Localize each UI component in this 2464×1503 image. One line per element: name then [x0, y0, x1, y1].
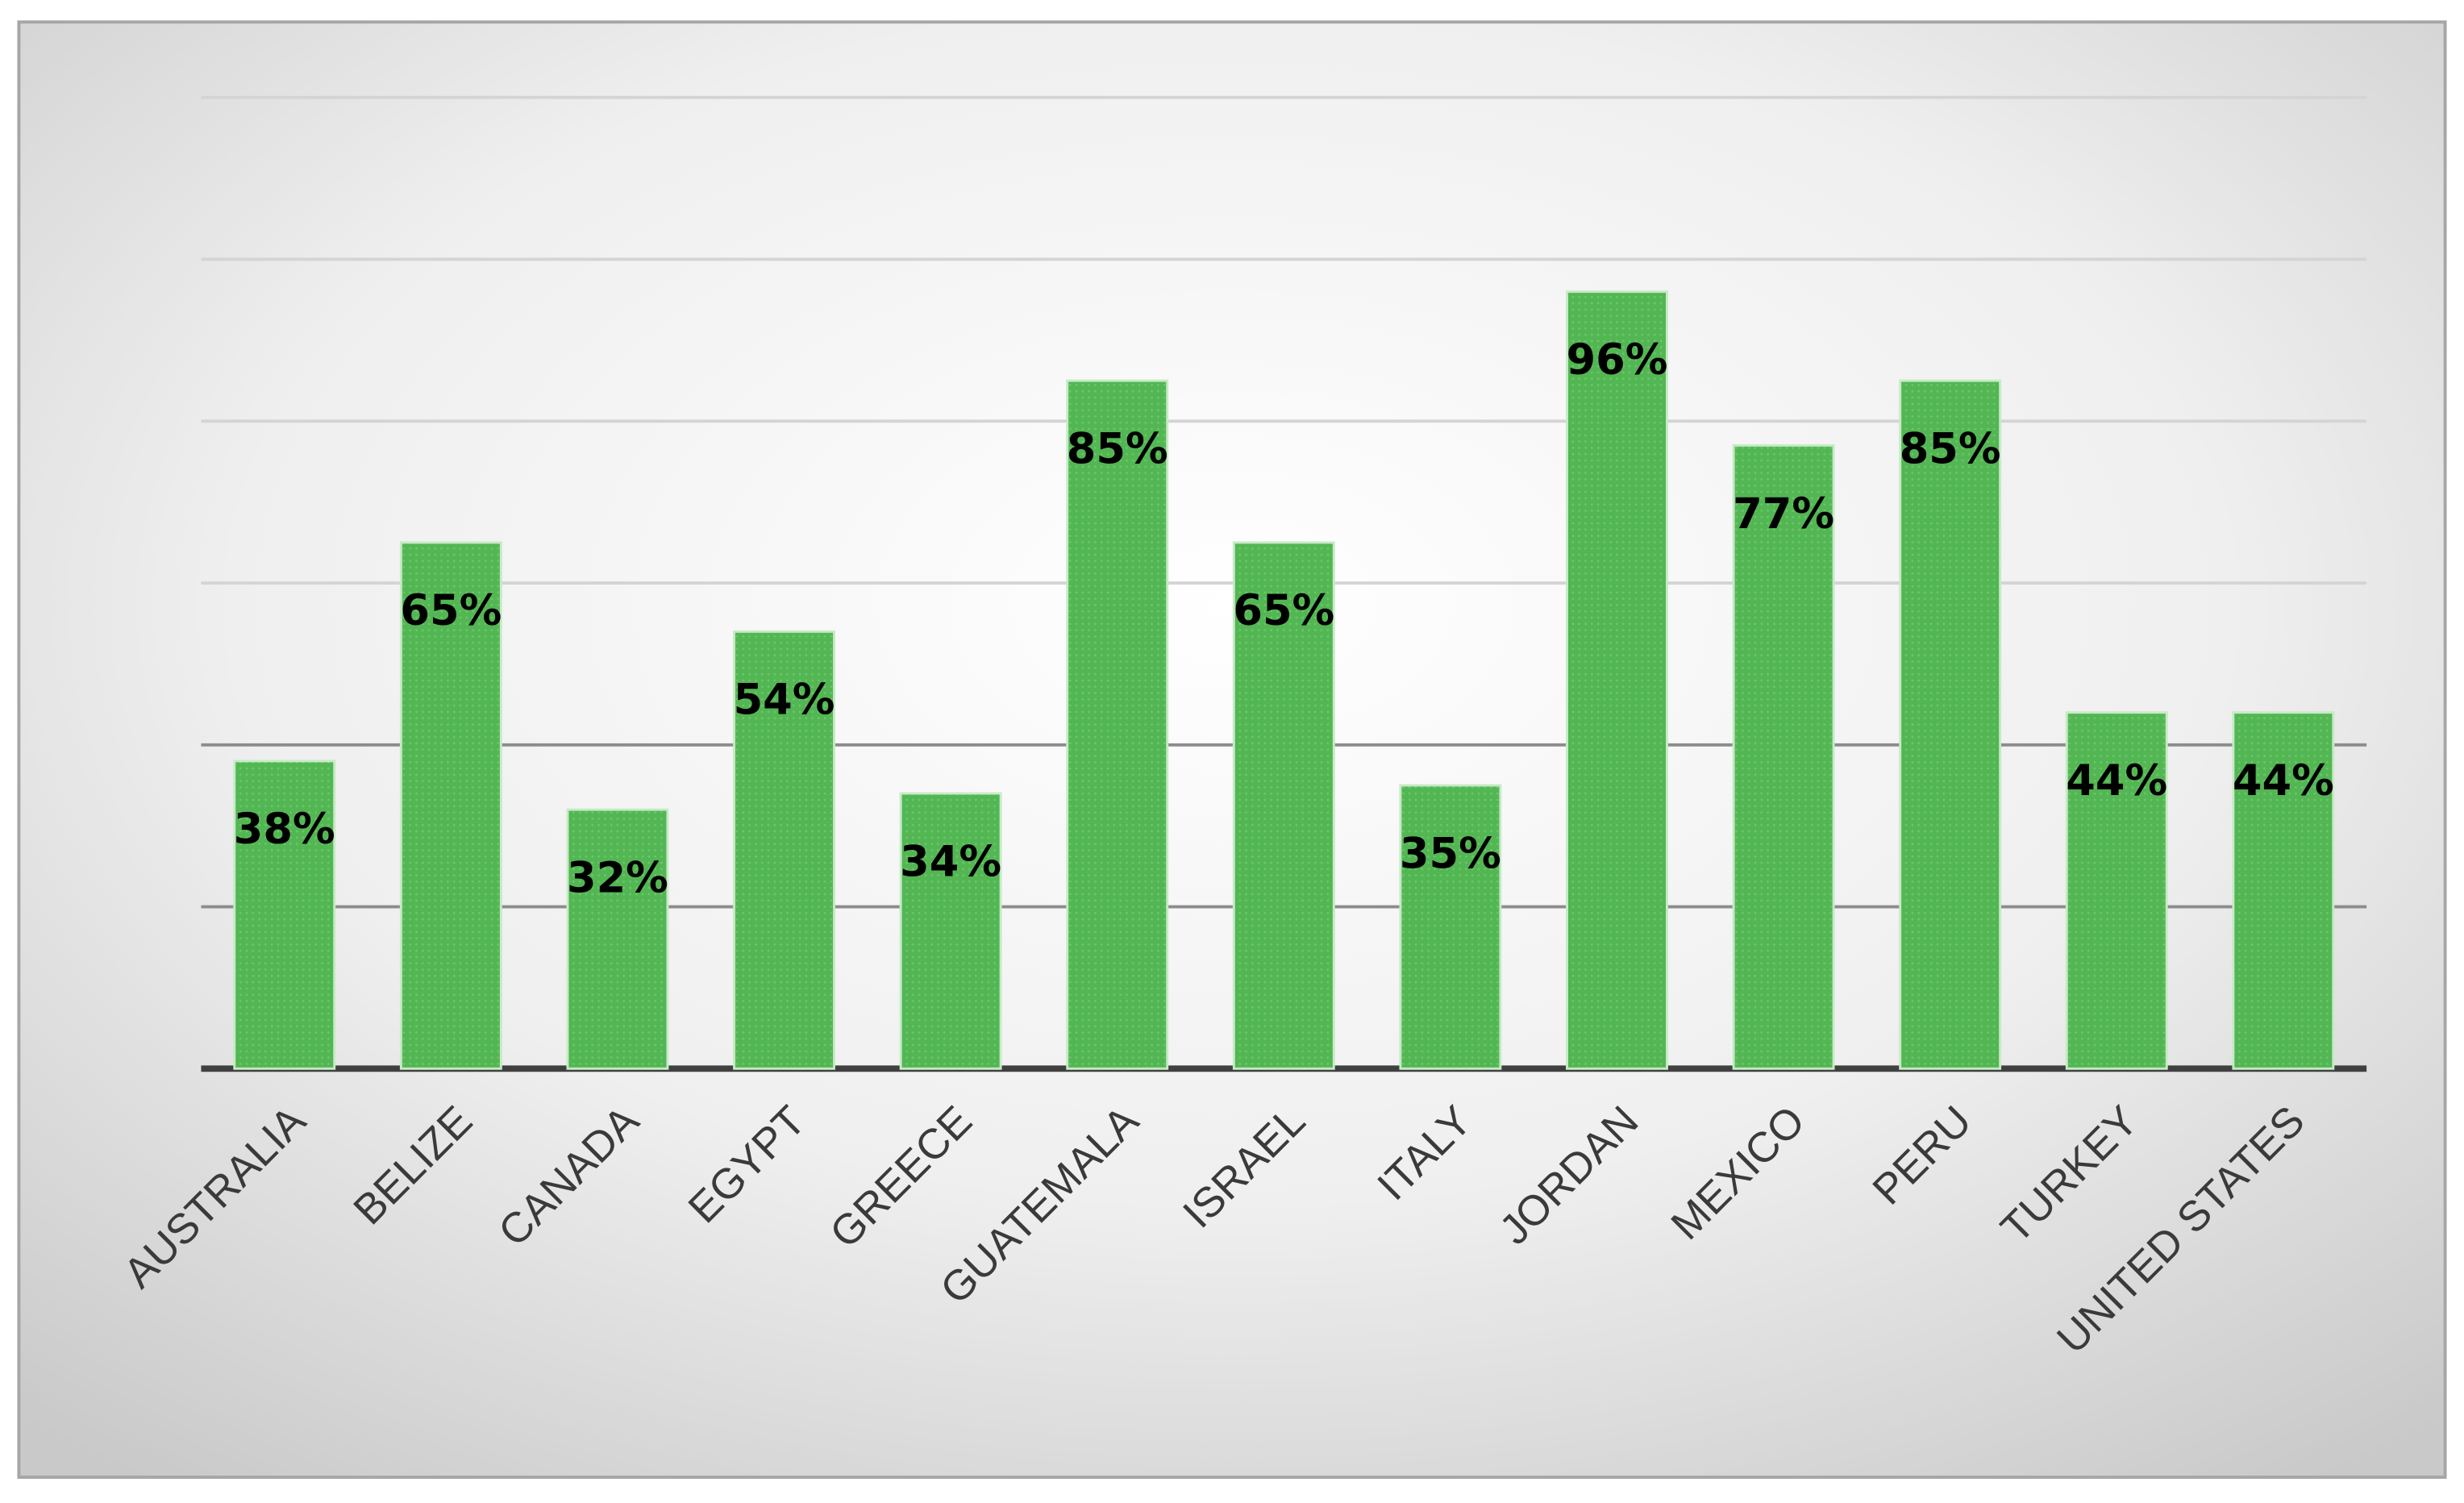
bar — [899, 792, 1002, 1070]
data-label: 54% — [734, 676, 835, 725]
data-label: 85% — [1067, 424, 1168, 473]
data-label: 65% — [1233, 586, 1334, 635]
data-label: 34% — [900, 837, 1001, 886]
grid — [201, 95, 2367, 1072]
data-label: 85% — [1900, 424, 2001, 473]
data-label: 38% — [234, 805, 335, 854]
data-label: 96% — [1567, 335, 1668, 385]
data-label: 35% — [1400, 829, 1501, 878]
bar — [1399, 784, 1502, 1070]
data-label: 77% — [1733, 489, 1834, 539]
data-label: 44% — [2233, 756, 2334, 806]
data-label: 44% — [2066, 756, 2167, 806]
bar — [1566, 290, 1668, 1070]
bar — [1066, 379, 1169, 1070]
bar — [1732, 443, 1835, 1070]
data-label: 32% — [567, 853, 668, 902]
bar — [566, 808, 669, 1070]
bar — [1899, 379, 2002, 1070]
data-label: 65% — [400, 586, 502, 635]
